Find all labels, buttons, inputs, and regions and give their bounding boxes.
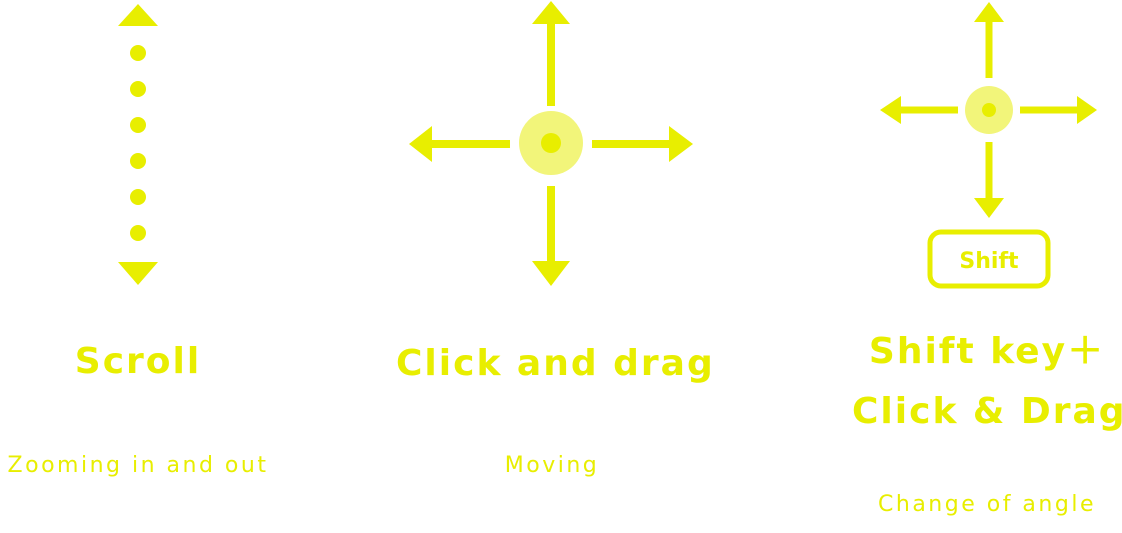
scroll-description: Zooming in and out — [7, 453, 269, 478]
four-way-move-icon — [396, 0, 708, 290]
drag-title: Click and drag — [396, 343, 715, 384]
shift-key-label: Shift — [959, 249, 1019, 274]
shift-drag-description: Change of angle — [878, 492, 1096, 517]
shift-move-icon: Shift — [852, 0, 1122, 300]
vertical-dotted-arrow-icon — [0, 0, 276, 290]
shift-drag-title-line1: Shift key＋ — [868, 331, 1106, 372]
shift-drag-title-line2: Click & Drag — [852, 391, 1122, 432]
scroll-title: Scroll — [74, 341, 202, 382]
scroll-panel: Scroll Zooming in and out — [0, 0, 276, 533]
drag-panel: Click and drag Moving — [396, 0, 715, 533]
shift-drag-panel: Shift Shift key＋ Click & Drag Change of … — [852, 0, 1122, 533]
drag-description: Moving — [504, 453, 600, 478]
